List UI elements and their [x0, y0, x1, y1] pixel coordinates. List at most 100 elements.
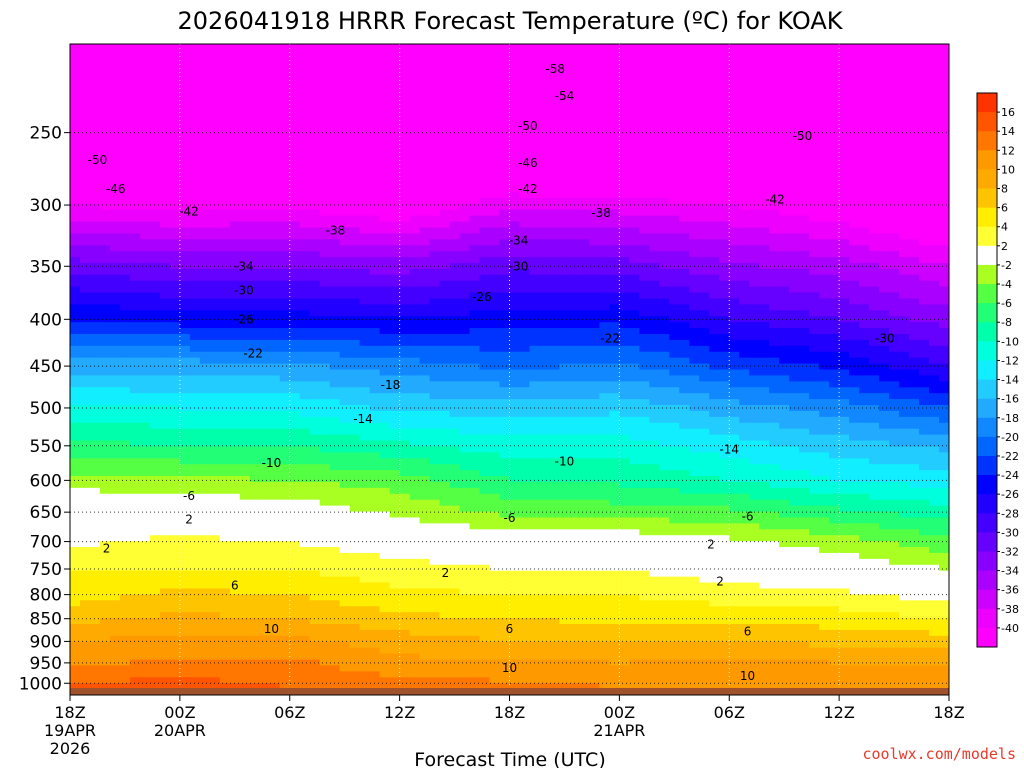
field-cell — [199, 174, 211, 181]
field-cell — [119, 215, 131, 223]
field-cell — [179, 109, 191, 116]
field-cell — [429, 221, 441, 229]
field-cell — [289, 126, 301, 134]
field-cell — [379, 268, 391, 276]
field-cell — [169, 440, 181, 448]
field-cell — [179, 422, 191, 430]
field-cell — [379, 547, 391, 554]
field-cell — [509, 144, 521, 152]
field-cell — [409, 67, 421, 75]
field-cell — [499, 91, 511, 98]
field-cell — [239, 328, 251, 335]
field-cell — [89, 606, 101, 613]
field-cell — [369, 653, 381, 661]
field-cell — [379, 505, 391, 513]
field-cell — [449, 67, 461, 75]
field-cell — [129, 120, 141, 128]
field-cell — [149, 257, 161, 264]
field-cell — [179, 434, 191, 442]
field-cell — [419, 262, 431, 270]
field-cell — [189, 304, 201, 311]
field-cell — [479, 109, 491, 116]
field-cell — [79, 363, 91, 371]
field-cell — [259, 606, 271, 613]
field-cell — [119, 227, 131, 234]
field-cell — [479, 458, 491, 465]
field-cell — [449, 635, 461, 643]
field-cell — [159, 85, 171, 92]
field-cell — [99, 274, 111, 282]
field-cell — [219, 517, 231, 524]
field-cell — [359, 67, 371, 75]
field-cell — [479, 677, 491, 684]
field-cell — [329, 369, 341, 377]
field-cell — [499, 345, 511, 353]
field-cell — [319, 363, 331, 371]
field-cell — [189, 316, 201, 323]
field-cell — [279, 150, 291, 158]
field-cell — [359, 49, 371, 57]
field-cell — [139, 292, 151, 300]
field-cell — [199, 446, 211, 453]
field-cell — [229, 174, 241, 181]
field-cell — [459, 458, 471, 465]
field-cell — [289, 410, 301, 418]
field-cell — [449, 298, 461, 305]
field-cell — [499, 641, 511, 649]
field-cell — [149, 511, 161, 519]
field-cell — [479, 132, 491, 140]
field-cell — [289, 174, 301, 181]
field-cell — [349, 641, 361, 649]
field-cell — [169, 600, 181, 607]
field-cell — [179, 233, 191, 240]
field-cell — [509, 558, 521, 566]
field-cell — [429, 363, 441, 371]
field-cell — [389, 144, 401, 152]
field-cell — [379, 115, 391, 122]
field-cell — [379, 434, 391, 442]
field-cell — [409, 162, 421, 169]
field-cell — [349, 67, 361, 75]
field-cell — [489, 588, 501, 595]
field-cell — [379, 576, 391, 584]
field-cell — [319, 304, 331, 311]
field-cell — [379, 381, 391, 388]
field-cell — [369, 156, 381, 163]
field-cell — [249, 180, 261, 187]
field-cell — [369, 251, 381, 258]
field-cell — [109, 541, 121, 548]
field-cell — [219, 162, 231, 169]
field-cell — [369, 191, 381, 199]
field-cell — [149, 221, 161, 229]
field-cell — [249, 683, 261, 690]
field-cell — [189, 529, 201, 536]
field-cell — [429, 209, 441, 217]
field-cell — [409, 180, 421, 187]
field-cell — [169, 339, 181, 347]
field-cell — [429, 322, 441, 329]
field-cell — [349, 440, 361, 448]
field-cell — [379, 333, 391, 341]
field-cell — [339, 375, 351, 382]
field-cell — [99, 470, 111, 477]
field-cell — [249, 257, 261, 264]
field-cell — [469, 641, 481, 649]
field-cell — [129, 345, 141, 353]
field-cell — [199, 221, 211, 229]
field-cell — [509, 683, 521, 690]
field-cell — [329, 67, 341, 75]
field-cell — [299, 487, 311, 495]
field-cell — [309, 440, 321, 448]
field-cell — [279, 298, 291, 305]
field-cell — [349, 132, 361, 140]
field-cell — [89, 612, 101, 619]
field-cell — [409, 227, 421, 234]
field-cell — [259, 233, 271, 240]
field-cell — [199, 209, 211, 217]
field-cell — [379, 221, 391, 229]
field-cell — [289, 594, 301, 601]
field-cell — [349, 499, 361, 507]
field-cell — [509, 79, 521, 87]
field-cell — [399, 120, 411, 128]
field-cell — [199, 428, 211, 436]
